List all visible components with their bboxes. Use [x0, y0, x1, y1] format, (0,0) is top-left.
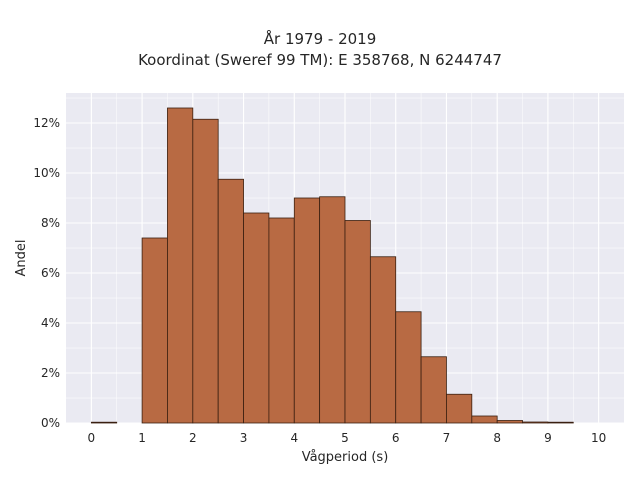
histogram-bar: [243, 212, 270, 424]
histogram-bar: [522, 421, 549, 424]
chart-title-line2: Koordinat (Sweref 99 TM): E 358768, N 62…: [138, 51, 502, 69]
y-tick-label: 10%: [33, 166, 60, 180]
x-tick-label: 6: [392, 431, 400, 445]
histogram-bar: [268, 217, 295, 424]
y-tick-label: 6%: [41, 266, 60, 280]
y-tick-label: 2%: [41, 366, 60, 380]
x-tick-labels: 0 1 2 3 4 5 6 7 8 9 10: [88, 431, 607, 445]
y-tick-label: 4%: [41, 316, 60, 330]
histogram-bar: [496, 420, 523, 424]
histogram-bar: [141, 237, 168, 424]
x-tick-label: 4: [290, 431, 298, 445]
histogram-bar: [395, 311, 422, 424]
x-tick-label: 0: [88, 431, 96, 445]
histogram-bar: [547, 421, 574, 424]
x-tick-label: 8: [493, 431, 501, 445]
histogram-bar: [446, 393, 473, 424]
x-tick-label: 3: [240, 431, 248, 445]
histogram-bar: [167, 107, 194, 424]
y-tick-label: 8%: [41, 216, 60, 230]
histogram-bar: [369, 256, 397, 424]
chart-title-line1: År 1979 - 2019: [263, 30, 377, 48]
bars: [90, 107, 574, 424]
histogram-bar: [319, 196, 346, 424]
histogram-bar: [420, 356, 447, 424]
x-tick-label: 2: [189, 431, 197, 445]
x-tick-label: 9: [544, 431, 552, 445]
y-tick-labels: 0% 2% 4% 6% 8% 10% 12%: [33, 116, 60, 430]
y-tick-label: 12%: [33, 116, 60, 130]
histogram-bar: [192, 118, 219, 424]
x-tick-label: 7: [443, 431, 451, 445]
histogram-bar: [471, 415, 498, 424]
x-axis-label: Vågperiod (s): [302, 450, 389, 465]
x-tick-label: 5: [341, 431, 349, 445]
y-tick-label: 0%: [41, 416, 60, 430]
histogram-bar: [344, 220, 371, 424]
histogram-bar: [217, 178, 244, 424]
y-axis-label: Andel: [14, 240, 29, 277]
x-tick-label: 10: [591, 431, 606, 445]
histogram-bar: [293, 197, 321, 424]
histogram-bar: [90, 421, 118, 424]
x-tick-label: 1: [138, 431, 146, 445]
